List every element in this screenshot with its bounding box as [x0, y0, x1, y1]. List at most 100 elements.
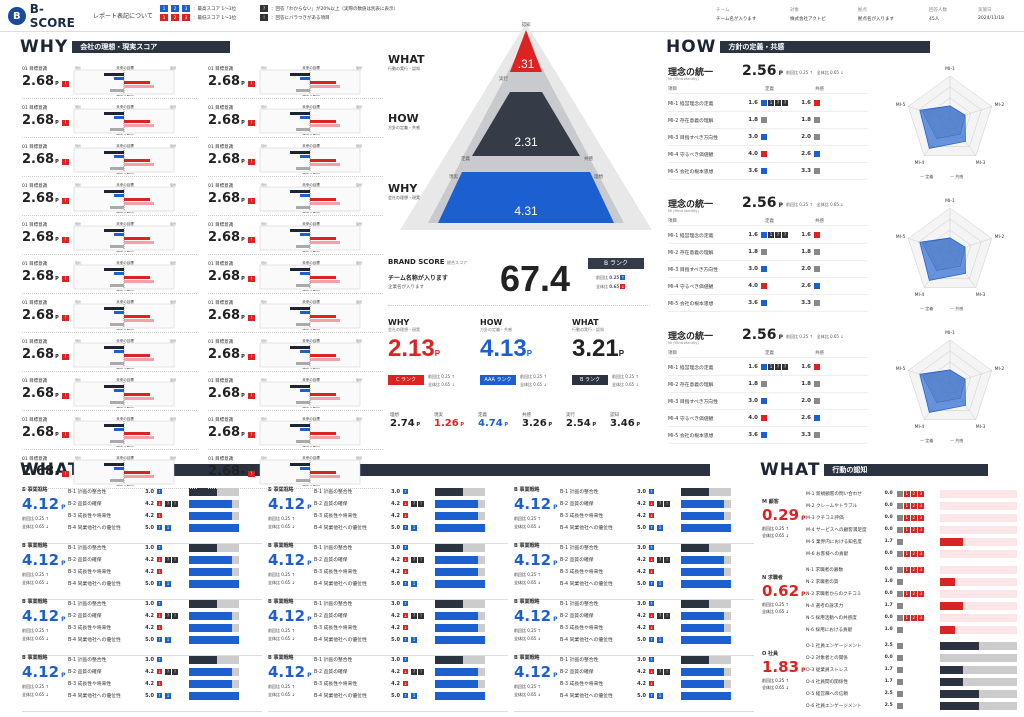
how-block-title: 理念の統一 — [668, 332, 714, 342]
what-action-row: B-3 成長性や将来性 4.2 ↓ — [314, 510, 508, 521]
question-icon: ? — [657, 612, 663, 619]
radar-legend-sym: — 共感 — [950, 173, 963, 179]
cog-row: M-6 お客様への貢献 0.0 1 2 3 — [806, 548, 1017, 559]
unit: P — [55, 159, 59, 165]
row-label: B-3 成長性や将来性 — [560, 626, 604, 631]
row-icons: ?! — [165, 500, 189, 507]
what-action-value: 4.12 P — [22, 663, 66, 681]
row-icons: 1 — [165, 580, 189, 587]
rank-icon: 2 — [910, 566, 917, 573]
rank-icon: 1 — [903, 566, 910, 573]
mini-bottom-label: 現在の数字 — [116, 445, 134, 447]
how-block-score: 2.56 P — [742, 195, 784, 211]
rank-icon: 1 — [165, 636, 171, 643]
brand-score-heading: BRAND SCORE — [388, 258, 445, 266]
mini-bar-blue-dark — [290, 424, 310, 427]
how-row-icons-2 — [814, 364, 844, 370]
progress-track — [435, 635, 485, 644]
rank-badge: B ランク — [572, 375, 608, 385]
how-table-row: MI-3 目指すべき方向性 3.0 2.0 — [668, 393, 868, 410]
mini-top-label: 未来の目標 — [302, 105, 320, 109]
row-icons: ?! — [165, 668, 189, 675]
alert-tag: ! — [62, 120, 69, 126]
row-icons: ?! — [411, 500, 435, 507]
why-mini-chart: 未来の目標現在の数字 現状 理想 — [259, 144, 362, 174]
status-icon — [761, 432, 767, 438]
company-name: 企業名が入ります — [388, 285, 424, 290]
row-label: O-6 社員エンゲージメント — [806, 703, 862, 709]
score-value: 2.13P — [388, 335, 441, 362]
down-arrow-icon: ↓ — [403, 680, 411, 687]
how-row-icons-2 — [814, 249, 844, 255]
progress-fill — [189, 523, 239, 532]
row-value: 4.2 — [391, 680, 400, 687]
why-mini-chart: 未来の目標現在の数字 現状 理想 — [73, 300, 176, 330]
row-value: 3.0 — [391, 544, 400, 551]
how-row-label: MI-3 目指すべき方向性 — [668, 399, 718, 405]
cog-row: N-1 求職者の募数 0.0 1 2 3 — [806, 564, 1017, 575]
progress-fill — [189, 511, 232, 520]
mini-bar-pink — [310, 397, 340, 400]
progress-track — [189, 691, 239, 700]
how-row-icons-2 — [814, 134, 844, 140]
mini-bottom-label: 現在の数字 — [116, 406, 134, 408]
row-icons: ?! — [411, 556, 435, 563]
progress-track — [189, 679, 239, 688]
score-sub: 方針の定義・共感 — [480, 327, 512, 332]
row-value: 3.0 — [145, 600, 154, 607]
row-label: B-1 計画の整合性 — [68, 546, 107, 551]
how-row-icons-2 — [814, 117, 844, 123]
row-value: 3.0 — [145, 656, 154, 663]
how-row-sym: 1.6 — [801, 100, 811, 106]
progress-fill — [189, 667, 232, 676]
mini-bar-red — [124, 354, 150, 357]
how-row-label: MI-4 守るべき価値観 — [668, 416, 714, 422]
unit: P — [55, 471, 59, 477]
legend-item: 1 2 3 ：最低スコア 1〜3位 — [160, 14, 236, 21]
up-arrow-icon: ↑ — [157, 544, 165, 551]
mini-bottom-label: 現在の数字 — [302, 211, 320, 213]
pyramid-label-execution: 実行 — [499, 75, 508, 82]
mini-left-label: 現状 — [75, 66, 81, 70]
mini-bottom-label: 現在の数字 — [302, 94, 320, 96]
row-label: B-4 同業他社への優位性 — [314, 582, 367, 587]
radar-axis-label: MI-1 — [945, 198, 955, 204]
what-cog-group: M 顧客 0.29 P 前回比 0.25 ↑ 全体比 0.65 ↓ M-1 新規顧客の問… — [762, 488, 1017, 562]
what-action-row: B-1 計画の整合性 3.0 ↑ — [68, 654, 262, 665]
why-card-label: 01 目標意識 — [22, 301, 48, 306]
what-action-row: B-1 計画の整合性 3.0 ↑ — [314, 486, 508, 497]
status-icon — [761, 364, 767, 370]
mini-bottom-label: 現在の数字 — [302, 289, 320, 291]
mini-bar-blue — [114, 428, 124, 431]
progress-fill — [189, 579, 239, 588]
row-icons: ?! — [411, 612, 435, 619]
all-compare: 全体比 0.65 ↓ — [22, 636, 49, 641]
progress-track — [435, 655, 485, 664]
progress-fill — [681, 667, 724, 676]
row-value: 5.0 — [391, 524, 400, 531]
mini-bar-gray — [296, 89, 310, 92]
progress-fill — [940, 577, 956, 586]
row-value: 0.0 — [884, 655, 893, 660]
prev-compare: 前回比 0.25 ↑ — [520, 374, 547, 379]
sub-score-label: 理想 — [390, 413, 399, 418]
row-icons: ?! — [411, 668, 435, 675]
unit: P — [241, 120, 245, 126]
arrow-badge: ↑ — [157, 544, 162, 550]
why-mini-chart: 未来の目標現在の数字 現状 理想 — [73, 261, 176, 291]
row-label: M-1 新規顧客の問い合わせ — [806, 491, 862, 497]
row-value: 5.0 — [391, 692, 400, 699]
how-subheading: 方針の定義・共感 — [720, 41, 931, 53]
mini-bottom-label: 現在の数字 — [302, 172, 320, 174]
what-action-card: B 事業戦略 4.12 P 前回比 0.25 ↑ 全体比 0.65 ↓ B-1 計画の整… — [22, 486, 262, 544]
unit: P — [55, 276, 59, 282]
mini-bottom-label: 現在の数字 — [116, 250, 134, 252]
mini-bar-red — [124, 393, 150, 396]
how-table-row: MI-3 目指すべき方向性 3.0 2.0 — [668, 129, 868, 146]
cog-row: N-6 採用における貢献 1.0 — [806, 624, 1017, 635]
what-action-row: B-3 成長性や将来性 4.2 ↓ — [560, 566, 754, 577]
status-icon — [761, 266, 767, 272]
prev-compare: 前回比 0.25 ↑ — [268, 572, 295, 577]
pyramid-why-title: WHY — [388, 182, 418, 195]
what-action-head: B 事業戦略 — [514, 655, 540, 661]
